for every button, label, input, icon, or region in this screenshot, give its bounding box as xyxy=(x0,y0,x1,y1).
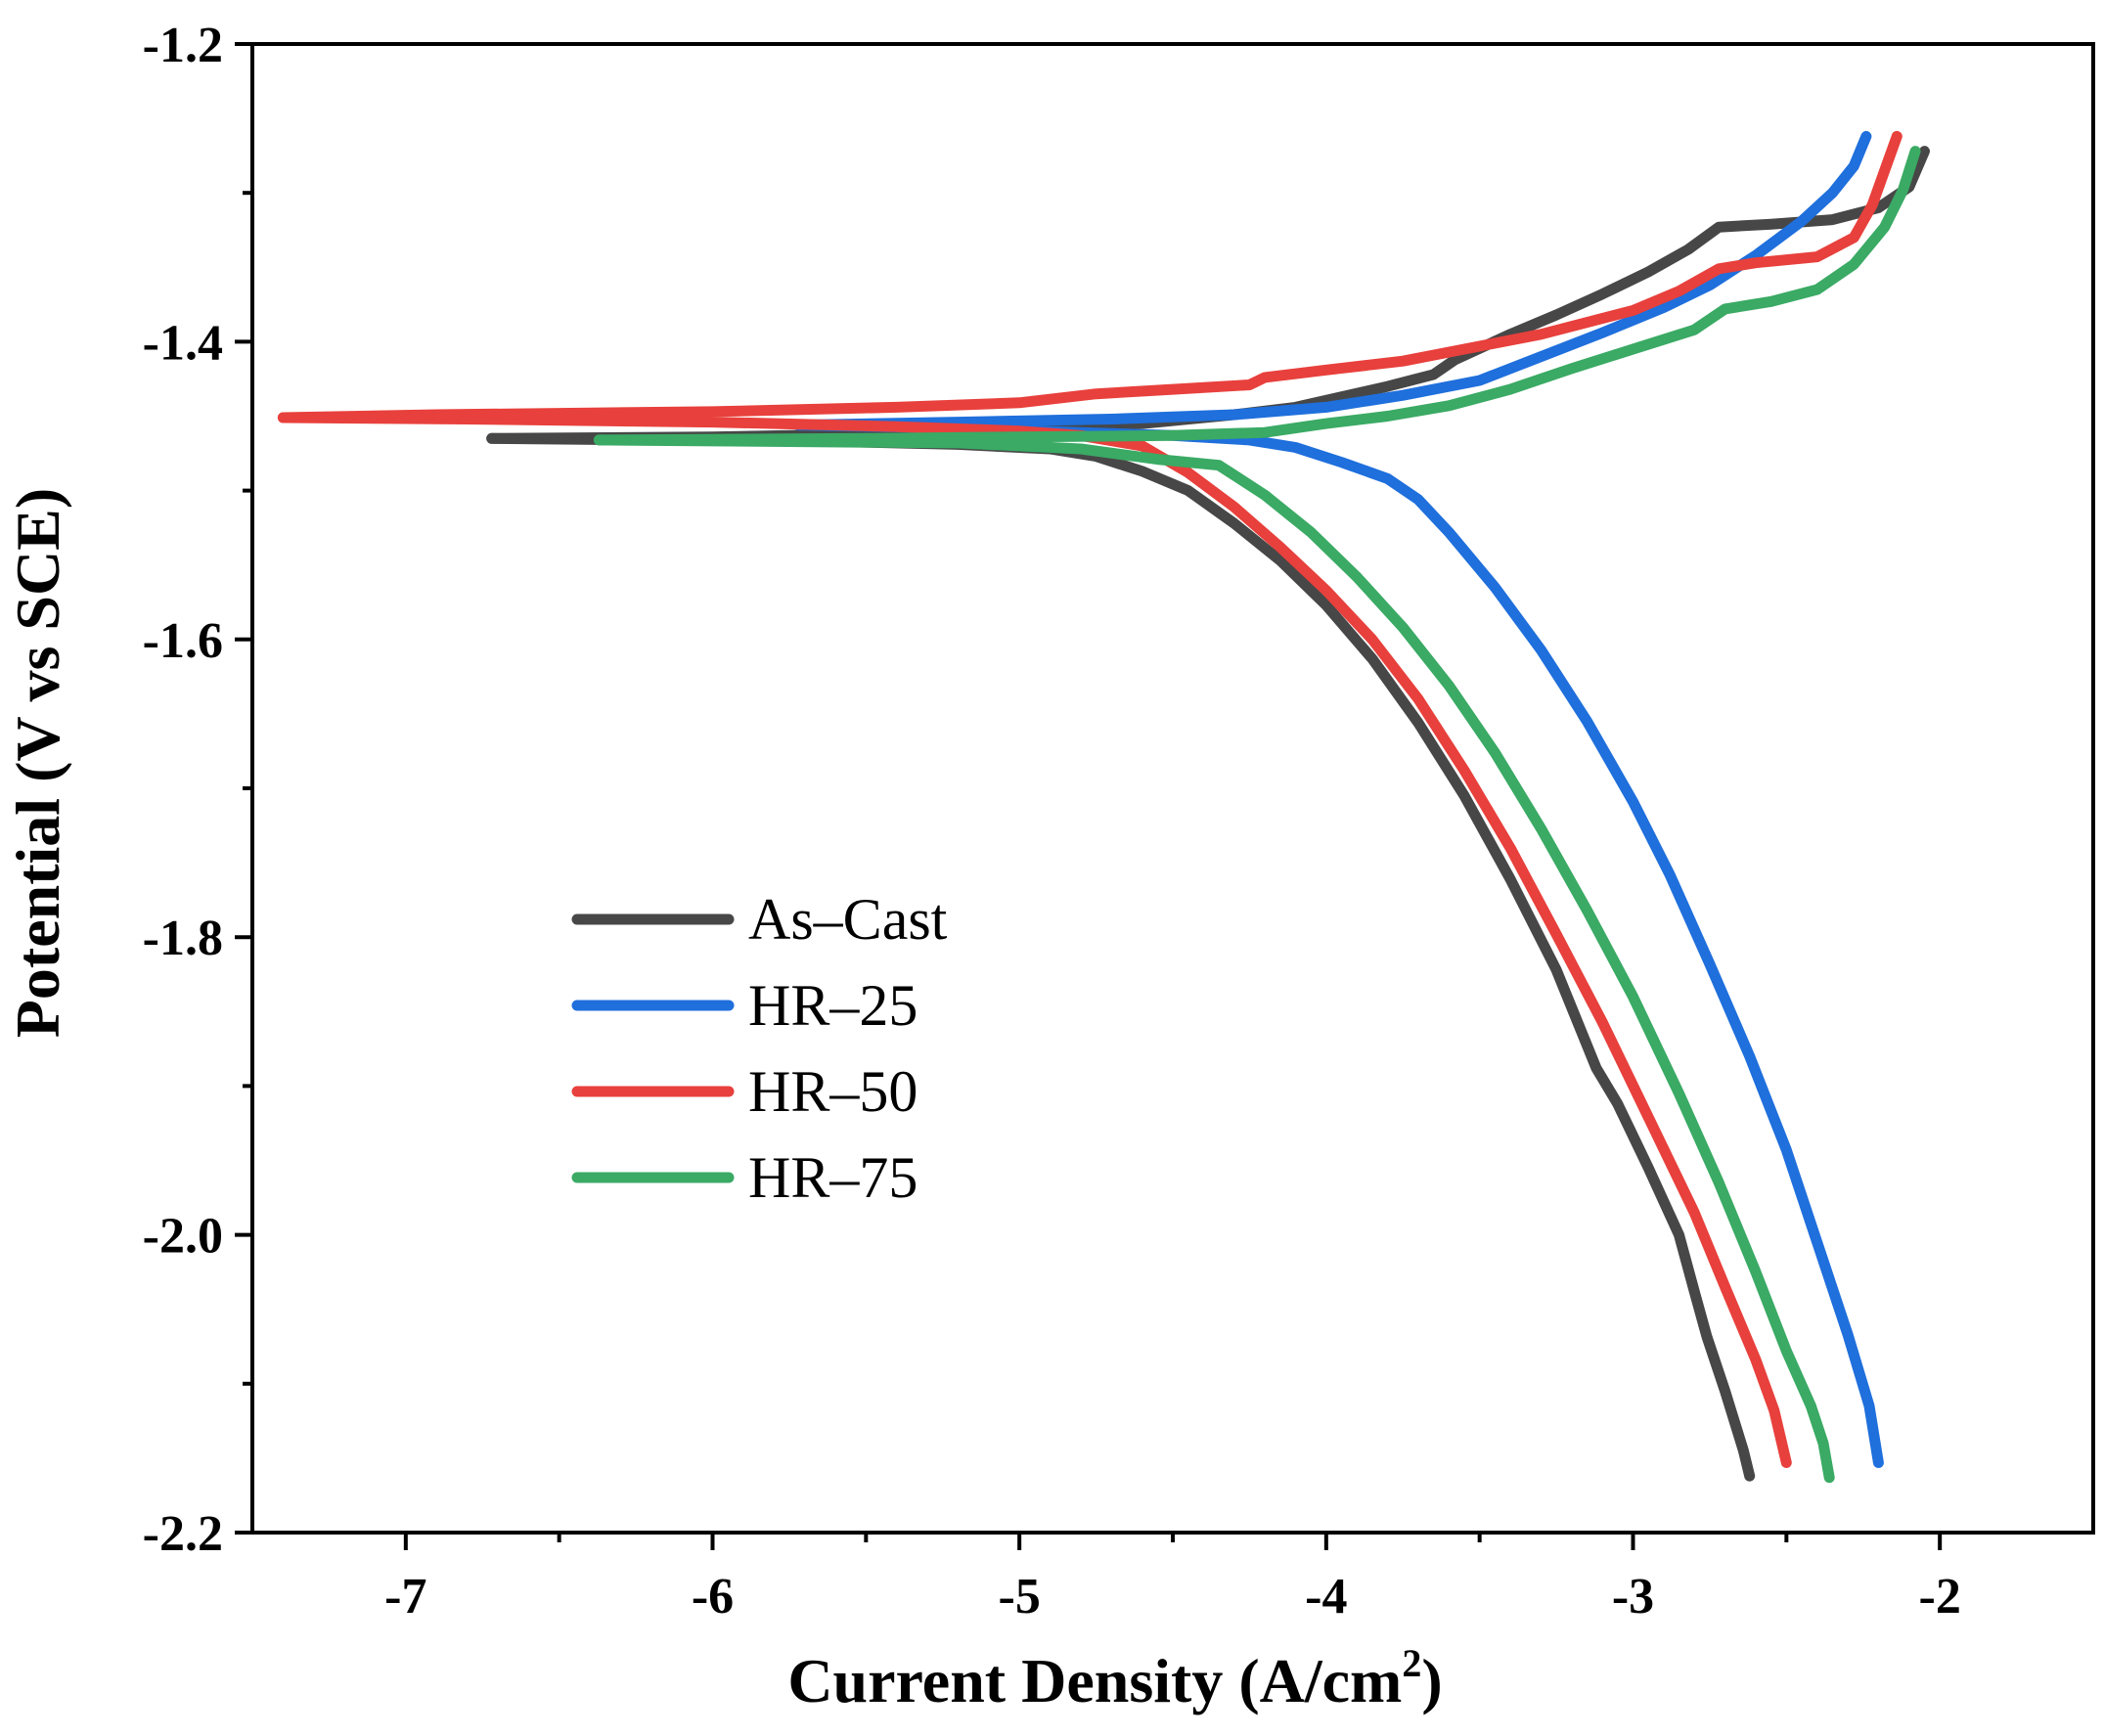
y-tick-label: -2.0 xyxy=(143,1209,223,1265)
series-line-cathodic-0 xyxy=(486,432,1756,1482)
series-line-anodic-3 xyxy=(593,146,1921,446)
plot-frame xyxy=(250,42,2095,1535)
plot-area xyxy=(277,130,1930,1484)
y-tick-label: -1.8 xyxy=(143,911,223,966)
series-line-anodic-2 xyxy=(277,130,1903,423)
legend-label: HR–75 xyxy=(748,1145,918,1210)
x-tick-label: -4 xyxy=(1305,1569,1347,1625)
legend-label: HR–25 xyxy=(748,973,918,1038)
x-axis-title: Current Density (A/cm2) xyxy=(787,1641,1442,1715)
series-line-cathodic-3 xyxy=(593,434,1835,1484)
legend: As–Cast HR–25 HR–50 HR–75 xyxy=(571,887,948,1210)
legend-label: HR–50 xyxy=(748,1059,918,1124)
axes: -7 -6 -5 -4 -3 -2 -1.2 -1.4 -1.6 -1.8 -2.0 -2.2 xyxy=(143,18,2095,1625)
y-tick-label: -1.4 xyxy=(143,315,223,371)
x-tick-label: -7 xyxy=(384,1569,426,1625)
x-tick-label: -2 xyxy=(1919,1569,1961,1625)
x-tick-label: -6 xyxy=(692,1569,734,1625)
series-line-cathodic-2 xyxy=(277,412,1792,1468)
x-axis-title-superscript: 2 xyxy=(1402,1641,1421,1685)
x-axis-title-main: Current Density (A/cm xyxy=(787,1646,1402,1715)
y-tick-label: -1.6 xyxy=(143,613,223,669)
x-axis-title-suffix: ) xyxy=(1421,1646,1442,1715)
series-line-cathodic-1 xyxy=(792,420,1884,1468)
y-axis-title: Potential (V vs SCE) xyxy=(3,488,72,1038)
legend-label: As–Cast xyxy=(748,887,948,952)
series-line-anodic-0 xyxy=(486,146,1930,444)
y-tick-label: -2.2 xyxy=(143,1506,223,1562)
x-tick-label: -5 xyxy=(999,1569,1041,1625)
y-tick-label: -1.2 xyxy=(143,18,223,73)
series-line-anodic-1 xyxy=(792,130,1872,431)
x-tick-label: -3 xyxy=(1612,1569,1654,1625)
